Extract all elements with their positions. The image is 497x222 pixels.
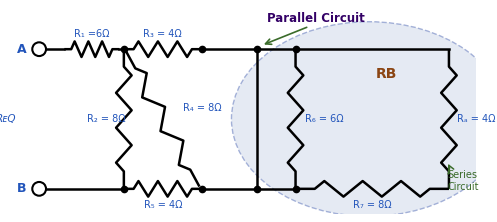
Text: B: B [17,182,26,195]
Text: Series
Circuit: Series Circuit [448,170,479,192]
Circle shape [32,42,46,56]
Text: R₃ = 4Ω: R₃ = 4Ω [144,29,182,39]
Text: Rₐ = 4Ω: Rₐ = 4Ω [457,114,496,124]
Ellipse shape [232,22,497,216]
Text: RᴇQ: RᴇQ [0,114,16,124]
Text: Parallel Circuit: Parallel Circuit [267,12,365,25]
Text: R₆ = 6Ω: R₆ = 6Ω [305,114,343,124]
Text: R₄ = 8Ω: R₄ = 8Ω [183,103,222,113]
Text: R₇ = 8Ω: R₇ = 8Ω [353,200,392,210]
Circle shape [32,182,46,196]
Text: R₅ = 4Ω: R₅ = 4Ω [144,200,182,210]
Text: R₂ = 8Ω: R₂ = 8Ω [87,114,126,124]
Text: R₁ =6Ω: R₁ =6Ω [74,29,109,39]
Text: A: A [17,43,26,56]
Text: RB: RB [375,67,397,81]
